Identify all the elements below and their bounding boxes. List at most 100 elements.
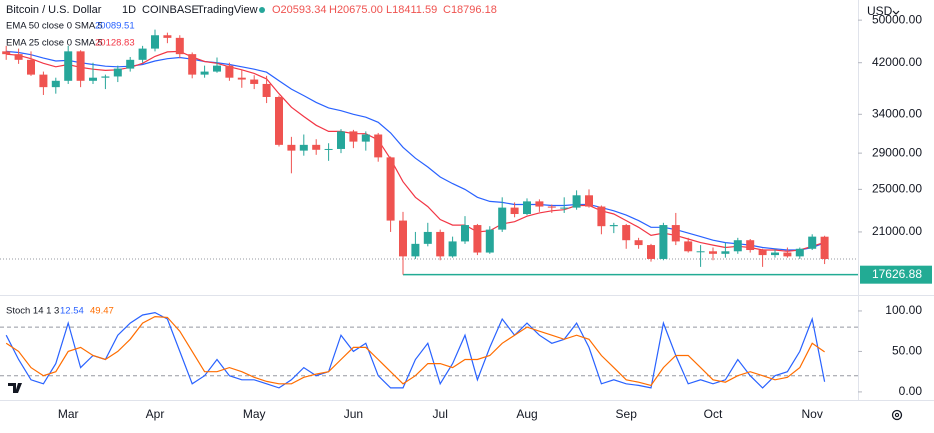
candle-body [585,195,593,207]
candle-body [733,240,742,252]
chart-title: Bitcoin / U.S. Dollar [6,4,102,16]
candle-body [39,74,48,88]
candle-body [213,65,221,72]
candle-body [547,206,556,208]
candle-body [237,77,246,80]
y-tick-label: 50.00 [892,344,922,358]
candle-body [337,131,345,149]
candle-body [523,201,531,215]
candle-body [498,207,507,230]
candle-body [175,37,184,55]
tv-logo [8,383,22,393]
candle-body [473,225,482,253]
candle-body [560,207,569,209]
price-label: 17626.88 [872,267,922,281]
candle-body [634,240,643,246]
candle-body [76,51,85,81]
candle-body [411,243,420,257]
y-tick-label: 50000.00 [872,12,922,26]
x-tick-label: Nov [802,407,823,421]
x-tick-label: Aug [516,407,537,421]
price-label-box [860,265,932,284]
candle-body [250,79,259,84]
candle-body [27,59,35,75]
candle-body [287,144,296,151]
candle-body [535,201,544,207]
y-tick-label: 34000.00 [872,106,922,120]
candle-body [572,195,581,208]
legend-value: 20128.83 [95,38,135,49]
ohlc-label: L18411.59 [386,4,437,16]
candle-body [361,134,370,142]
source: TradingView [197,4,258,16]
candle-body [113,68,122,77]
x-tick-label: Mar [58,407,79,421]
candle-body [386,157,395,221]
candle-body [324,148,333,150]
currency: USD [867,4,893,18]
candle-body [771,252,779,256]
candle-body [163,35,172,38]
candle-body [448,241,457,257]
candle-body [609,225,618,227]
candle-body [684,241,693,252]
ohlc-label: H20675.00 [329,4,383,16]
y-tick-label: 21000.00 [872,224,922,238]
indicator-value: 49.47 [90,306,114,317]
candle-body [671,225,680,242]
candle-body [399,220,407,257]
candle-body [51,80,60,88]
candle-body [746,240,755,251]
y-tick-label: 29000.00 [872,145,922,159]
candle-body [262,83,271,97]
candle-body [795,248,804,257]
legend-value: 20089.51 [95,21,135,32]
indicator-title: Stoch 14 1 3 [6,306,59,317]
candle-body [374,134,383,158]
x-tick-label: Apr [146,407,165,421]
candle-body [436,231,445,257]
candle-body [151,35,159,49]
candle-body [510,207,519,215]
y-tick-label: 0.00 [899,384,923,398]
plot: 50000.00 42000.00 34000.00 29000.00 25000.00… [0,4,932,421]
candle-body [2,51,11,55]
legend-entry: EMA 50 close 0 SMA 5 [6,21,103,32]
candle-body [188,54,197,75]
legend-entry: EMA 25 close 0 SMA 5 [6,38,103,49]
ohlc-label: C18796.18 [443,4,497,16]
candle-body [659,225,668,259]
line-series [6,50,825,251]
line-series [5,311,826,389]
x-tick-label: Sep [616,407,638,421]
currency-chevron[interactable] [892,10,900,15]
candle-body [14,54,23,60]
ohlc-label: O20593.34 [272,4,326,16]
candle-body [461,225,469,242]
y-tick-label: 25000.00 [872,182,922,196]
candle-body [299,144,308,151]
candle-body [138,48,147,60]
gear-hub[interactable] [894,412,900,418]
x-tick-label: Oct [704,407,723,421]
settings-icon[interactable] [891,409,903,421]
gear-ring[interactable] [891,409,903,421]
candle-body [597,206,606,227]
interval: 1D [122,4,136,16]
candle-body [622,225,631,241]
exchange: COINBASE [142,4,199,16]
candle-body [275,96,283,145]
candle-body [485,229,494,253]
candle-body [225,65,234,78]
candle-body [758,250,767,256]
x-tick-label: Jul [433,407,448,421]
candle-body [312,144,321,150]
indicator-value: 12.54 [60,306,84,317]
market-status [259,7,265,13]
candle-body [820,236,829,260]
y-tick-label: 100.00 [885,303,922,317]
candle-body [709,251,717,254]
candle-body [647,245,655,259]
